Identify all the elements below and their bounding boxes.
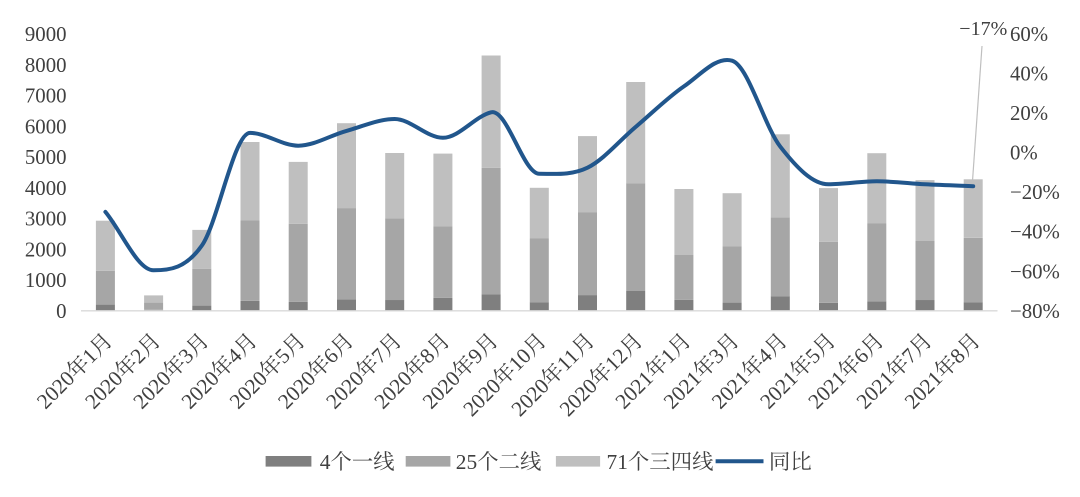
svg-text:−80%: −80% <box>1010 300 1060 323</box>
svg-text:6000: 6000 <box>25 115 67 138</box>
svg-text:2000: 2000 <box>25 238 67 261</box>
svg-text:3000: 3000 <box>25 208 67 231</box>
svg-text:4000: 4000 <box>25 177 67 200</box>
svg-text:1000: 1000 <box>25 269 67 292</box>
svg-text:60%: 60% <box>1010 23 1048 46</box>
svg-text:7000: 7000 <box>25 85 67 108</box>
svg-text:−60%: −60% <box>1010 260 1060 283</box>
svg-text:−40%: −40% <box>1010 221 1060 244</box>
svg-text:0%: 0% <box>1010 142 1038 165</box>
svg-text:71: 71 <box>607 450 628 474</box>
svg-text:5000: 5000 <box>25 146 67 169</box>
svg-text:40%: 40% <box>1010 63 1048 86</box>
svg-text:0: 0 <box>56 300 66 323</box>
svg-text:25: 25 <box>456 450 477 474</box>
svg-text:−20%: −20% <box>1010 181 1060 204</box>
svg-text:4: 4 <box>320 450 331 474</box>
svg-text:9000: 9000 <box>25 23 67 46</box>
svg-text:8000: 8000 <box>25 54 67 77</box>
svg-text:−17%: −17% <box>959 18 1007 40</box>
svg-text:20%: 20% <box>1010 102 1048 125</box>
